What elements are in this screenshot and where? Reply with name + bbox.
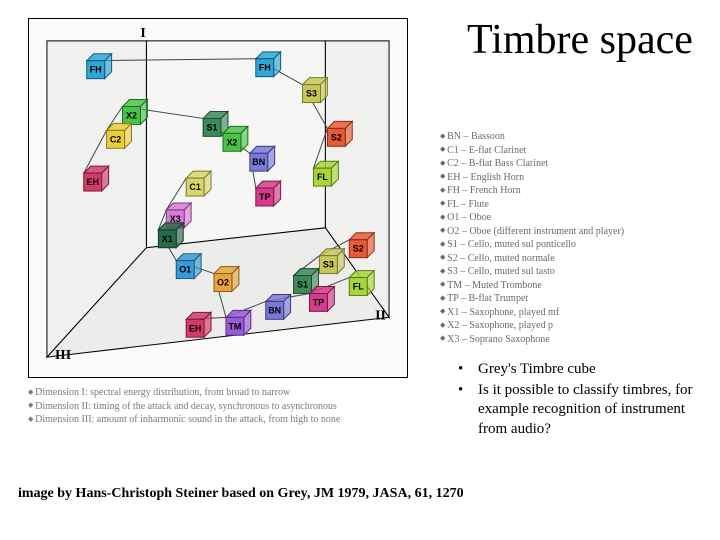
bullet-item: •Grey's Timbre cube xyxy=(458,360,708,379)
legend-item: C2 – B-flat Bass Clarinet xyxy=(440,157,700,171)
svg-text:FL: FL xyxy=(317,172,328,182)
svg-text:BN: BN xyxy=(252,157,265,167)
legend-item: X1 – Saxophone, played mf xyxy=(440,306,700,320)
page-title: Timbre space xyxy=(460,18,700,62)
legend-item: S3 – Cello, muted sul tasto xyxy=(440,265,700,279)
instrument-legend: BN – BassoonC1 – E-flat ClarinetC2 – B-f… xyxy=(440,130,700,346)
svg-text:X1: X1 xyxy=(162,234,173,244)
svg-text:S3: S3 xyxy=(323,260,334,270)
svg-text:S1: S1 xyxy=(207,122,218,132)
svg-text:TP: TP xyxy=(313,297,324,307)
svg-text:S3: S3 xyxy=(306,89,317,99)
legend-item: C1 – E-flat Clarinet xyxy=(440,144,700,158)
bullet-item: •Is it possible to classify timbres, for… xyxy=(458,381,708,439)
svg-text:X2: X2 xyxy=(226,137,237,147)
dimension-item: Dimension III: amount of inharmonic soun… xyxy=(28,413,428,427)
legend-item: X3 – Soprano Saxophone xyxy=(440,333,700,347)
dimension-item: Dimension I: spectral energy distributio… xyxy=(28,386,428,400)
image-credit: image by Hans-Christoph Steiner based on… xyxy=(18,486,702,502)
legend-item: S1 – Cello, muted sul ponticello xyxy=(440,238,700,252)
svg-text:C2: C2 xyxy=(110,134,121,144)
timbre-figure: FHFHS3X2C2S2S1C1EHX2BNFLX3X1TPO1O2S3S2S1… xyxy=(28,18,408,378)
legend-item: TP – B-flat Trumpet xyxy=(440,292,700,306)
svg-text:TM: TM xyxy=(228,321,241,331)
svg-text:C1: C1 xyxy=(189,182,200,192)
legend-item: S2 – Cello, muted normale xyxy=(440,252,700,266)
svg-text:TP: TP xyxy=(259,192,270,202)
legend-item: EH – English Horn xyxy=(440,171,700,185)
svg-text:BN: BN xyxy=(268,305,281,315)
legend-item: X2 – Saxophone, played p xyxy=(440,319,700,333)
svg-text:S2: S2 xyxy=(331,132,342,142)
svg-text:O1: O1 xyxy=(179,265,191,275)
svg-text:EH: EH xyxy=(189,323,201,333)
svg-text:O2: O2 xyxy=(217,278,229,288)
dimension-caption: Dimension I: spectral energy distributio… xyxy=(28,386,428,427)
legend-item: O2 – Oboe (different instrument and play… xyxy=(440,225,700,239)
legend-item: O1 – Oboe xyxy=(440,211,700,225)
legend-item: TM – Muted Trombone xyxy=(440,279,700,293)
bullet-notes: •Grey's Timbre cube •Is it possible to cl… xyxy=(458,360,708,441)
svg-text:FH: FH xyxy=(90,65,102,75)
svg-text:FH: FH xyxy=(259,63,271,73)
svg-text:II: II xyxy=(375,308,386,323)
svg-text:I: I xyxy=(140,26,145,41)
svg-text:S2: S2 xyxy=(353,244,364,254)
dimension-item: Dimension II: timing of the attack and d… xyxy=(28,400,428,414)
legend-item: BN – Bassoon xyxy=(440,130,700,144)
svg-text:FL: FL xyxy=(353,281,364,291)
timbre-svg: FHFHS3X2C2S2S1C1EHX2BNFLX3X1TPO1O2S3S2S1… xyxy=(29,19,407,377)
legend-item: FL – Flute xyxy=(440,198,700,212)
legend-item: FH – French Horn xyxy=(440,184,700,198)
svg-text:EH: EH xyxy=(86,177,98,187)
svg-text:X2: X2 xyxy=(126,110,137,120)
svg-text:S1: S1 xyxy=(297,280,308,290)
svg-text:III: III xyxy=(55,348,71,363)
